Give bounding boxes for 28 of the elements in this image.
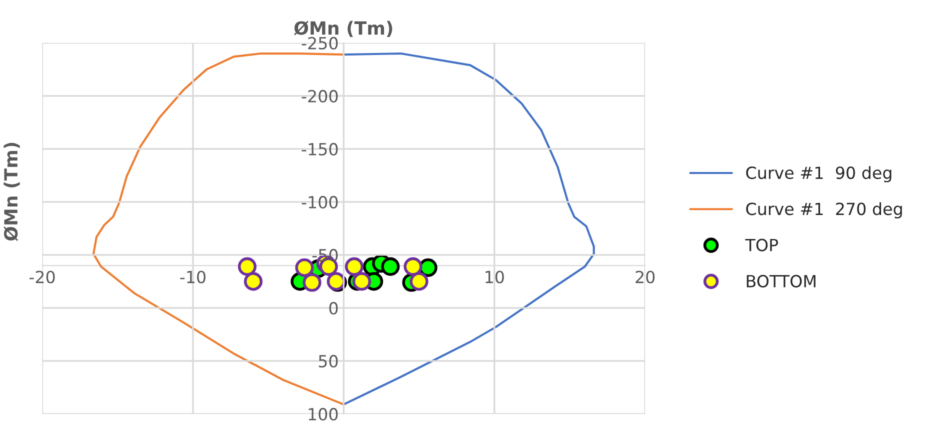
point bbox=[344, 257, 364, 276]
line-series bbox=[92, 52, 345, 406]
x-tick-label: -10 bbox=[180, 270, 206, 284]
y-tick-label: -250 bbox=[302, 36, 338, 50]
chart-title: ØMn (Tm) bbox=[294, 20, 392, 37]
point bbox=[244, 272, 263, 291]
point bbox=[381, 257, 400, 276]
x-tick-label: 10 bbox=[486, 270, 504, 284]
y-tick-label: 100 bbox=[308, 408, 338, 421]
y-tick-label: -100 bbox=[302, 196, 338, 209]
line-series bbox=[342, 52, 595, 406]
point bbox=[238, 257, 257, 276]
point bbox=[302, 273, 322, 292]
y-tick-label: 0 bbox=[329, 302, 338, 315]
point bbox=[295, 258, 314, 277]
y-tick-label: -200 bbox=[302, 90, 338, 102]
y-tick-label: 50 bbox=[318, 354, 338, 368]
x-tick-label: -20 bbox=[29, 270, 55, 284]
y-tick-label: -150 bbox=[302, 142, 338, 156]
legend-label: BOTTOM bbox=[746, 274, 816, 288]
point bbox=[404, 257, 422, 276]
point bbox=[410, 272, 428, 291]
legend-label: TOP bbox=[745, 238, 778, 252]
legend-label: Curve #1 90 deg bbox=[746, 166, 892, 182]
point bbox=[352, 272, 372, 291]
y-axis-title: ØMn (Tm) bbox=[4, 142, 20, 241]
x-tick-label: 20 bbox=[636, 270, 655, 284]
legend-label: Curve #1 270 deg bbox=[746, 202, 902, 218]
